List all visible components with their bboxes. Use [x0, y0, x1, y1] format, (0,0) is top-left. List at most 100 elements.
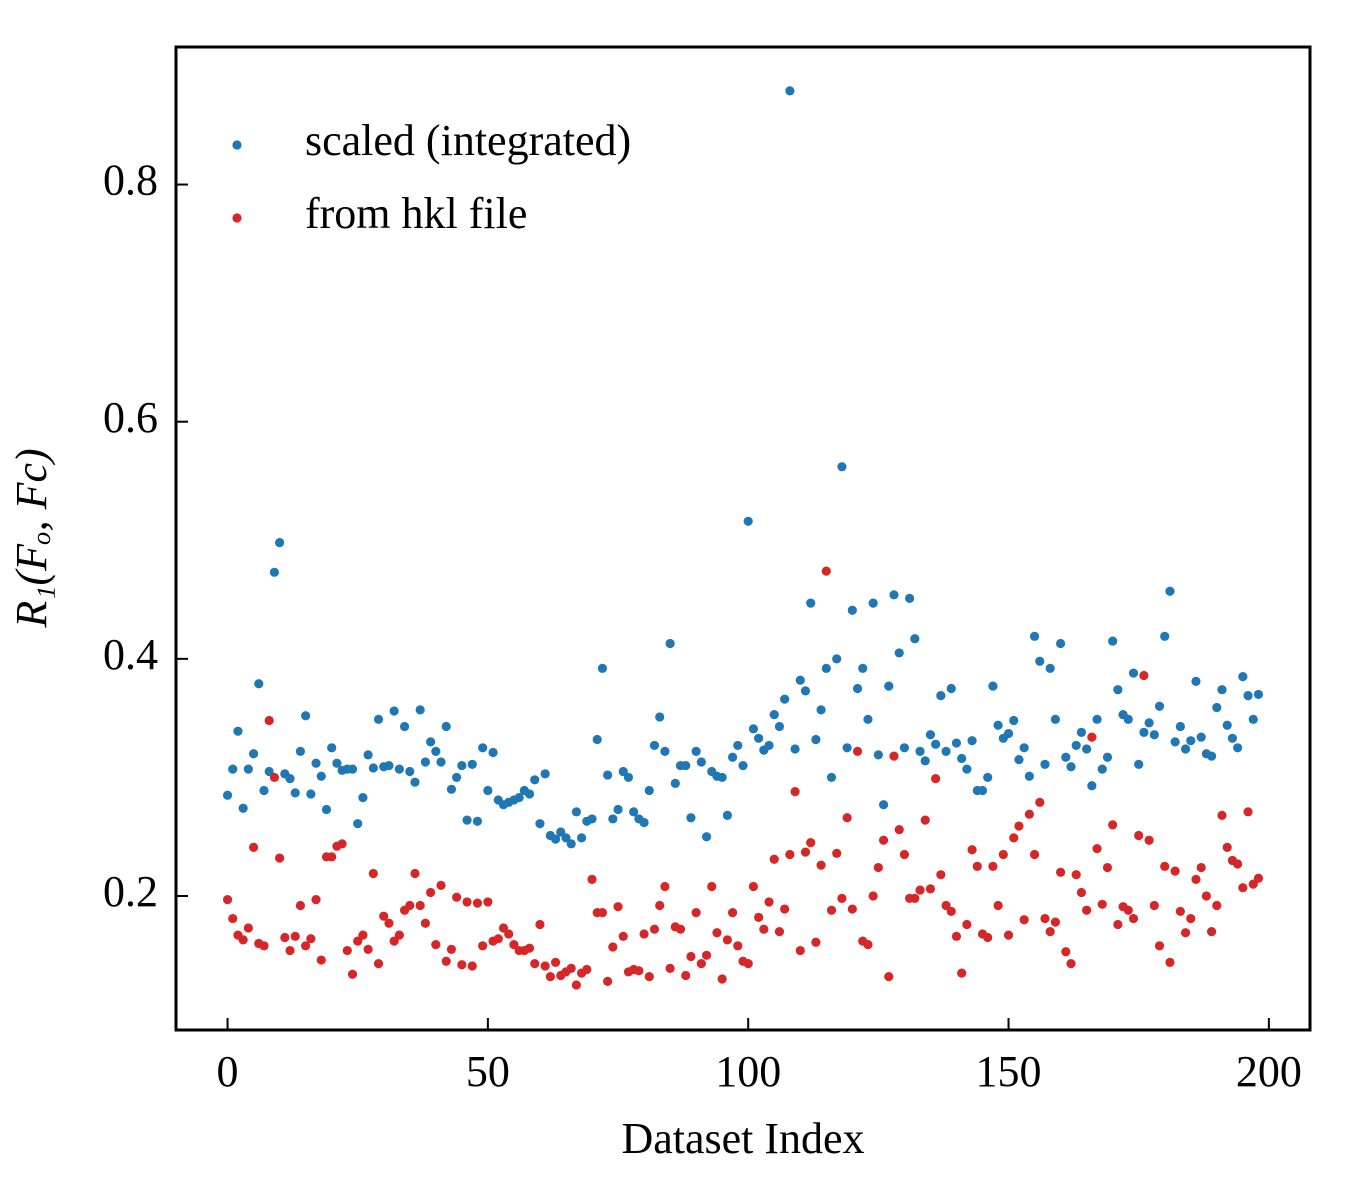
point: [1154, 941, 1165, 951]
point: [1061, 947, 1071, 957]
point: [1071, 740, 1081, 751]
point: [457, 760, 467, 771]
point: [649, 740, 660, 751]
point: [405, 900, 415, 911]
point: [228, 913, 238, 924]
point: [483, 785, 493, 796]
point: [342, 945, 352, 956]
point: [1175, 906, 1185, 917]
point: [847, 904, 857, 914]
point: [222, 790, 233, 800]
point: [587, 814, 597, 824]
point: [759, 924, 769, 934]
point: [332, 758, 342, 768]
point: [1123, 714, 1133, 724]
point: [1029, 849, 1040, 860]
point: [1092, 843, 1102, 854]
point: [691, 908, 701, 918]
point: [243, 923, 253, 933]
point: [826, 905, 837, 915]
point: [264, 766, 274, 777]
point: [634, 966, 644, 976]
point: [1108, 820, 1118, 830]
point: [696, 958, 706, 969]
point: [894, 648, 904, 658]
point: [311, 758, 321, 768]
point: [941, 746, 951, 756]
point: [373, 714, 384, 724]
point: [1206, 926, 1217, 937]
point: [337, 839, 347, 849]
point: [832, 654, 842, 664]
point: [389, 706, 399, 716]
point: [379, 911, 389, 921]
point: [816, 705, 826, 715]
point: [1108, 636, 1118, 646]
point: [420, 918, 430, 928]
point: [863, 940, 873, 950]
point: [415, 705, 425, 715]
point: [498, 923, 509, 933]
point: [1217, 810, 1227, 820]
point: [780, 694, 790, 704]
point: [826, 772, 837, 783]
point: [988, 681, 998, 691]
point: [238, 935, 248, 945]
point: [639, 817, 649, 828]
point: [754, 912, 764, 922]
point: [1206, 751, 1217, 761]
point: [457, 960, 467, 970]
point: [852, 683, 863, 694]
point: [717, 772, 727, 783]
point: [269, 772, 280, 783]
point: [957, 753, 967, 764]
point: [894, 825, 904, 835]
point: [493, 934, 503, 944]
point: [951, 738, 962, 748]
point: [946, 683, 956, 694]
point: [259, 941, 269, 951]
point: [394, 764, 404, 774]
point: [608, 942, 618, 952]
point: [665, 638, 675, 649]
point: [941, 900, 951, 911]
point: [327, 852, 337, 862]
point: [983, 932, 993, 943]
point: [504, 929, 514, 939]
point: [524, 789, 535, 799]
point: [1040, 759, 1050, 769]
point: [452, 892, 462, 902]
point: [228, 764, 238, 774]
point: [264, 715, 274, 726]
point: [837, 893, 847, 903]
point: [1056, 638, 1066, 649]
point: [405, 766, 415, 777]
point: [1014, 821, 1024, 831]
point: [1149, 730, 1159, 740]
point: [446, 944, 457, 954]
point: [1097, 764, 1107, 774]
point: [764, 897, 774, 907]
point: [1233, 859, 1243, 869]
point: [1092, 714, 1102, 724]
point: [238, 803, 248, 813]
point: [275, 853, 285, 863]
x-tick-label: 200: [1236, 1047, 1302, 1096]
point: [946, 906, 956, 917]
point: [920, 815, 930, 825]
point: [790, 787, 800, 797]
point: [931, 739, 941, 749]
point: [769, 709, 779, 720]
point: [842, 813, 852, 823]
point: [603, 976, 613, 986]
y-tick-label: 0.2: [103, 867, 158, 916]
point: [280, 932, 290, 943]
point: [540, 769, 550, 779]
point: [1243, 691, 1253, 701]
point: [915, 885, 925, 895]
point: [306, 934, 316, 944]
point: [524, 943, 535, 953]
point: [222, 894, 233, 905]
point: [301, 941, 311, 951]
point: [452, 772, 462, 783]
